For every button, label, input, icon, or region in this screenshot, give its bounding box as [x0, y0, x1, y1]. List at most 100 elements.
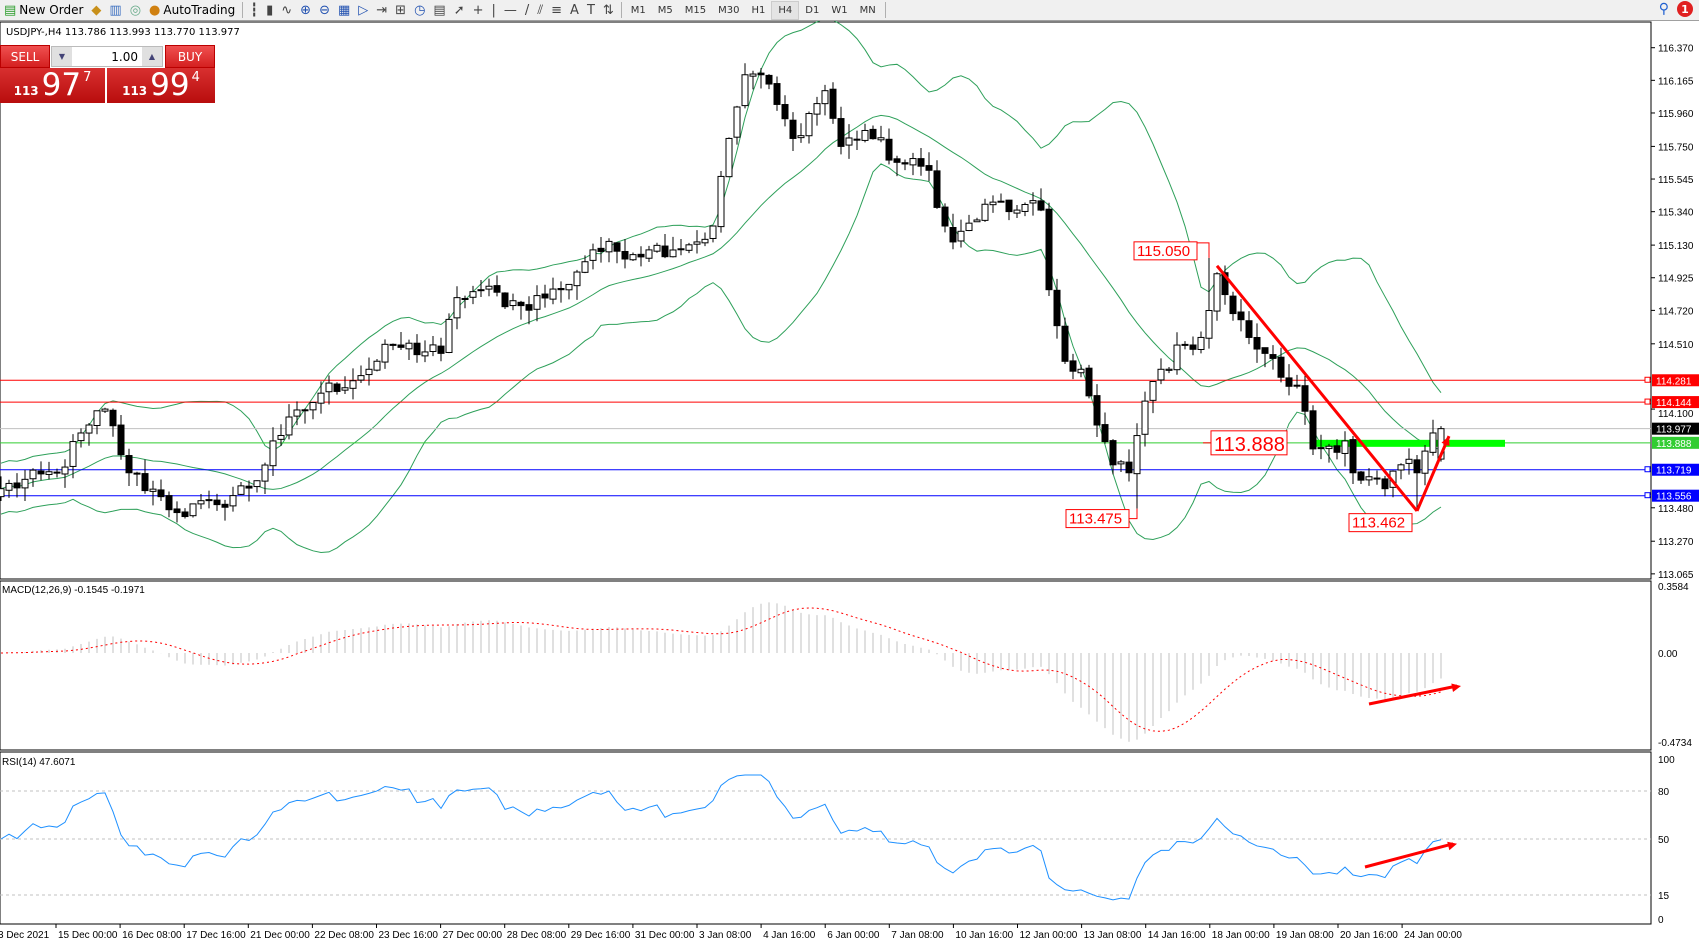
periods-button[interactable]: ◷ — [410, 1, 429, 20]
line-chart-button[interactable]: ∿ — [277, 1, 296, 20]
autotrading-button[interactable]: ● AutoTrading — [149, 2, 236, 18]
fibonacci-button[interactable]: ≡ — [547, 1, 566, 20]
price-label-box[interactable] — [1210, 430, 1288, 456]
price-level-tag — [1652, 463, 1699, 476]
time-axis-label: 6 Jan 00:00 — [827, 930, 880, 941]
timeframe-m5[interactable]: M5 — [657, 4, 673, 16]
auto-scroll-button[interactable]: ▷ — [354, 1, 372, 20]
price-label-box[interactable] — [1133, 241, 1198, 261]
bullish-candle — [509, 300, 517, 307]
equidistant-channel-button[interactable]: ⫽ — [533, 1, 547, 20]
bullish-candle — [1325, 445, 1333, 450]
time-axis-label: 18 Jan 00:00 — [1212, 930, 1270, 941]
bullish-candle — [669, 249, 677, 258]
search-icon[interactable]: ⚲ — [1658, 1, 1669, 17]
templates-button[interactable]: ▤ — [429, 1, 449, 20]
cursor-button[interactable]: ➚ — [450, 1, 469, 20]
rsi-trend-arrow[interactable] — [1364, 842, 1454, 869]
buy-price-button[interactable]: 113 99 4 — [107, 68, 215, 103]
rsi-label: RSI(14) 47.6071 — [2, 757, 76, 768]
bullish-candle — [733, 106, 741, 138]
price-tick-label: 115.340 — [1658, 208, 1694, 219]
trend-line[interactable] — [1415, 435, 1451, 512]
macd-trend-arrow[interactable] — [1368, 684, 1458, 706]
timeframe-w1[interactable]: W1 — [831, 4, 848, 16]
time-axis-label: 15 Dec 00:00 — [58, 930, 118, 941]
lot-size-stepper[interactable]: ▼ 1.00 ▲ — [51, 46, 163, 67]
price-tick-label: 115.545 — [1658, 175, 1694, 186]
vertical-line-button[interactable]: | — [488, 1, 500, 20]
bullish-candle — [1133, 435, 1141, 475]
bullish-candle — [677, 248, 685, 251]
zoom-out-button[interactable]: ⊖ — [315, 1, 334, 20]
tile-windows-button[interactable]: ▦ — [334, 1, 354, 20]
bar-chart-button[interactable]: ┇ — [246, 1, 262, 20]
price-tick-label: 115.960 — [1658, 109, 1694, 120]
timeframe-h4[interactable]: H4 — [771, 0, 800, 20]
bearish-candle — [437, 345, 445, 354]
indicators-button[interactable]: ⊞ — [391, 1, 410, 20]
fibonacci-icon: ≡ — [551, 2, 563, 18]
signals-button[interactable]: ◎ — [126, 1, 145, 20]
bullish-candle — [309, 401, 317, 411]
timeframe-m30[interactable]: M30 — [718, 4, 740, 16]
bearish-candle — [53, 471, 61, 474]
new-order-button[interactable]: ▤ New Order — [4, 2, 84, 18]
price-level-tag — [1652, 374, 1699, 387]
notification-badge[interactable]: 1 — [1677, 1, 1693, 17]
time-axis-label: 14 Jan 16:00 — [1148, 930, 1206, 941]
buy-button[interactable]: BUY — [165, 45, 215, 68]
time-axis-label: 23 Dec 16:00 — [379, 930, 439, 941]
bollinger-lower-band — [0, 163, 1442, 554]
time-axis-label: 3 Dec 2021 — [0, 930, 50, 941]
timeframe-m15[interactable]: M15 — [684, 4, 707, 16]
sell-button[interactable]: SELL — [0, 45, 50, 68]
increase-lot-button[interactable]: ▲ — [142, 47, 162, 66]
sell-price-button[interactable]: 113 97 7 — [0, 68, 105, 103]
bearish-candle — [901, 162, 909, 165]
trendline-button[interactable]: / — [521, 1, 533, 20]
bearish-candle — [613, 242, 621, 252]
horizontal-line-button[interactable]: — — [500, 1, 521, 20]
candlestick-button[interactable]: ▮ — [262, 1, 277, 20]
zoom-in-button[interactable]: ⊕ — [296, 1, 315, 20]
bearish-candle — [13, 482, 21, 489]
text-label-button[interactable]: T — [583, 1, 599, 20]
bearish-candle — [661, 245, 669, 258]
text-button[interactable]: A — [566, 1, 583, 20]
timeframe-h1[interactable]: H1 — [751, 4, 766, 16]
bearish-candle — [1085, 367, 1093, 397]
support-zone-bar[interactable] — [1313, 439, 1505, 447]
timeframe-d1[interactable]: D1 — [805, 4, 820, 16]
crosshair-button[interactable]: + — [469, 1, 488, 20]
timeframe-mn[interactable]: MN — [859, 4, 876, 16]
timeframe-m1[interactable]: M1 — [630, 4, 646, 16]
bullish-candle — [421, 351, 429, 357]
bullish-candle — [725, 137, 733, 178]
data-window-button[interactable]: ▥ — [105, 1, 125, 20]
bullish-candle — [197, 500, 205, 505]
bullish-candle — [261, 464, 269, 482]
lot-size-input[interactable]: 1.00 — [111, 49, 138, 64]
arrows-button[interactable]: ⇅ — [599, 1, 618, 20]
bullish-candle — [237, 485, 245, 495]
decrease-lot-button[interactable]: ▼ — [52, 47, 72, 66]
bearish-candle — [501, 292, 509, 308]
bearish-candle — [893, 158, 901, 163]
chart-canvas[interactable]: 116.370 116.165 115.960 115.750 115.545 115.3… — [0, 21, 1699, 941]
market-watch-button[interactable]: ◆ — [87, 1, 105, 20]
price-label-box[interactable] — [1348, 513, 1413, 533]
bullish-candle — [845, 137, 853, 146]
chart-shift-button[interactable]: ⇥ — [372, 1, 391, 20]
bearish-candle — [997, 200, 1005, 203]
bearish-candle — [1005, 199, 1013, 213]
bullish-candle — [1149, 381, 1157, 401]
macd-axis-label: 0.3584 — [1658, 582, 1689, 593]
bullish-candle — [61, 466, 69, 475]
price-tick-label: 114.720 — [1658, 306, 1694, 317]
price-level-tag — [1652, 422, 1699, 435]
trend-line[interactable] — [1215, 264, 1419, 512]
bearish-candle — [773, 83, 781, 105]
templates-icon: ▤ — [433, 2, 446, 18]
bearish-candle — [173, 508, 181, 514]
